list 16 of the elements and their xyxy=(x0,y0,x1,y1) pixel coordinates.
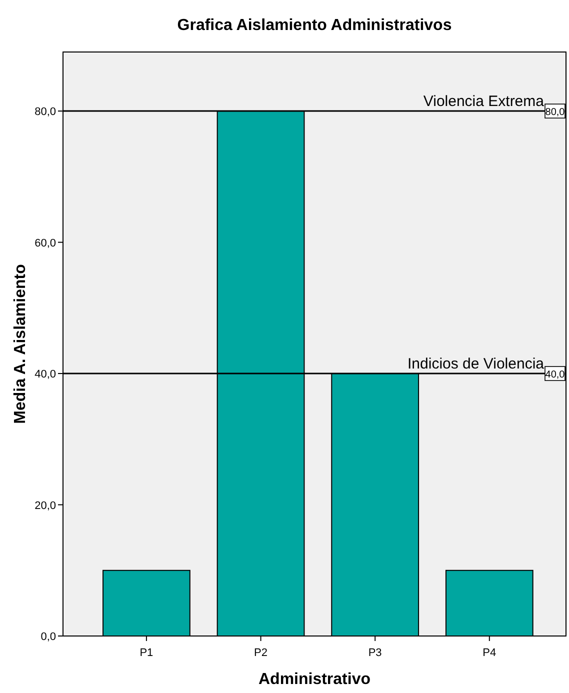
y-axis-title: Media A. Aislamiento xyxy=(12,264,29,424)
x-tick-label: P3 xyxy=(368,647,382,659)
annotation: 80,0 xyxy=(545,107,566,118)
y-tick-label: 80,0 xyxy=(34,106,56,118)
x-tick-label: P2 xyxy=(254,647,268,659)
y-tick-label: 20,0 xyxy=(34,500,56,512)
y-tick-label: 0,0 xyxy=(40,631,56,643)
x-axis-title: Administrativo xyxy=(258,671,371,688)
x-tick-label: P1 xyxy=(140,647,154,659)
ref-line-label: Violencia Extrema xyxy=(423,93,545,110)
ref-line-label: Indicios de Violencia xyxy=(408,356,545,373)
annotation: 40,0 xyxy=(545,370,566,381)
x-tick-label: P4 xyxy=(482,647,496,659)
chart-title: Grafica Aislamiento Administrativos xyxy=(177,17,452,34)
y-tick-label: 60,0 xyxy=(34,237,56,250)
y-tick-label: 40,0 xyxy=(34,368,56,381)
